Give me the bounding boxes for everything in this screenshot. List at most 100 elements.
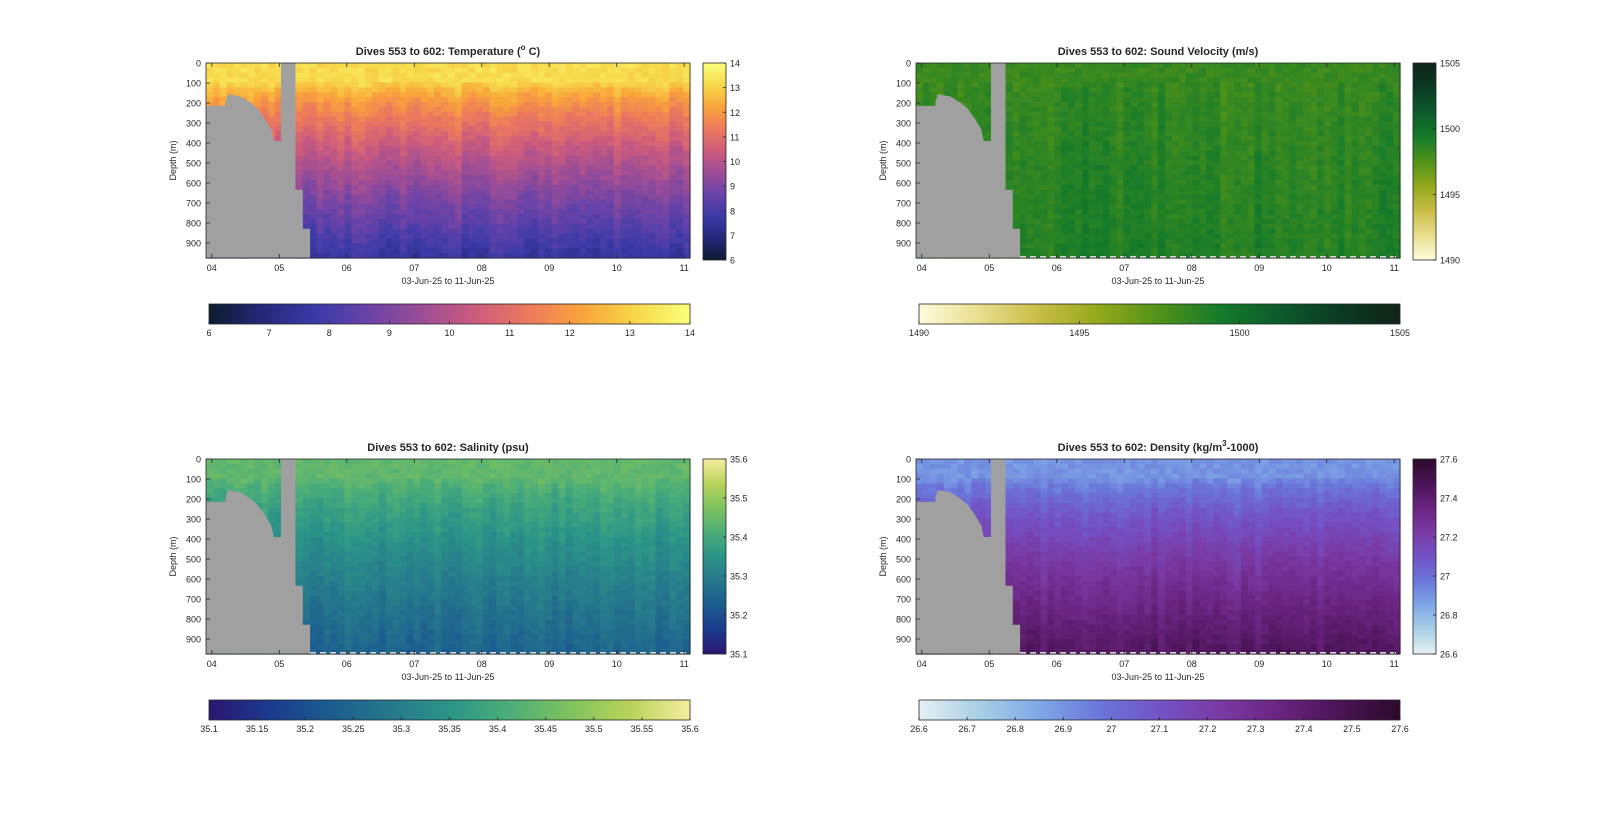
heatmap-cell <box>1164 111 1173 118</box>
heatmap-cell <box>358 136 366 142</box>
heatmap-cell <box>1261 243 1270 249</box>
heatmap-cell <box>1185 121 1194 127</box>
heatmap-cell <box>316 63 325 69</box>
heatmap-cell <box>1261 248 1270 254</box>
y-tick-label: 300 <box>186 119 201 129</box>
heatmap-cell <box>634 194 643 201</box>
heatmap-cell <box>371 141 380 147</box>
heatmap-cell <box>572 82 580 88</box>
heatmap-cell <box>676 194 684 201</box>
heatmap-cell <box>468 97 477 103</box>
heatmap-cell <box>524 92 532 98</box>
heatmap-cell <box>212 82 221 88</box>
heatmap-cell <box>641 72 650 79</box>
heatmap-cell <box>1040 145 1048 152</box>
y-tick-label: 900 <box>186 239 201 249</box>
heatmap-cell <box>482 136 491 142</box>
heatmap-cell <box>371 63 380 69</box>
heatmap-cell <box>634 131 643 137</box>
heatmap-cell <box>392 180 401 186</box>
heatmap-cell <box>330 92 338 98</box>
heatmap-cell <box>1178 184 1187 191</box>
y-tick-label: 800 <box>186 219 201 229</box>
heatmap-cell <box>648 87 657 93</box>
heatmap-cell <box>358 102 366 108</box>
heatmap-cell <box>1123 150 1131 157</box>
heatmap-cell <box>1130 184 1138 191</box>
heatmap-cell <box>537 97 546 103</box>
heatmap-cell <box>641 92 650 98</box>
heatmap-cell <box>627 106 636 113</box>
heatmap-cell <box>448 233 456 240</box>
heatmap-cell <box>1137 214 1145 220</box>
heatmap-cell <box>1151 175 1159 181</box>
heatmap-cell <box>593 170 601 176</box>
heatmap-cell <box>358 72 366 79</box>
heatmap-cell <box>558 170 567 176</box>
heatmap-cell <box>1199 253 1207 259</box>
heatmap-cell <box>1088 92 1097 98</box>
heatmap-cell <box>1171 165 1180 171</box>
heatmap-cell <box>302 63 311 69</box>
heatmap-cell <box>475 180 484 186</box>
heatmap-cell <box>351 67 359 74</box>
heatmap-cell <box>971 97 979 103</box>
heatmap-cell <box>565 111 574 118</box>
heatmap-cell <box>627 116 636 123</box>
heatmap-cell <box>950 87 959 93</box>
heatmap-cell <box>1005 111 1014 118</box>
heatmap-cell <box>309 199 318 205</box>
heatmap-cell <box>510 136 518 142</box>
heatmap-cell <box>1220 184 1228 191</box>
heatmap-cell <box>1019 155 1028 162</box>
heatmap-cell <box>572 180 580 186</box>
heatmap-cell <box>1012 145 1021 152</box>
heatmap-cell <box>579 145 587 152</box>
heatmap-cell <box>1012 189 1021 196</box>
heatmap-cell <box>316 165 325 171</box>
heatmap-cell <box>344 165 352 171</box>
heatmap-cell <box>1144 67 1152 74</box>
heatmap-cell <box>475 126 484 132</box>
heatmap-cell <box>295 150 304 157</box>
heatmap-cell <box>420 204 428 210</box>
heatmap-cell <box>648 72 657 79</box>
heatmap-cell <box>1137 106 1145 113</box>
heatmap-cell <box>662 253 670 259</box>
heatmap-cell <box>530 67 539 74</box>
heatmap-cell <box>448 92 456 98</box>
heatmap-cell <box>316 111 325 118</box>
heatmap-cell <box>1254 238 1263 244</box>
heatmap-cell <box>378 106 387 113</box>
heatmap-cell <box>448 214 456 220</box>
heatmap-cell <box>600 223 608 230</box>
heatmap-cell <box>593 248 601 254</box>
heatmap-cell <box>551 214 560 220</box>
heatmap-cell <box>358 111 366 118</box>
heatmap-cell <box>1095 248 1104 254</box>
heatmap-cell <box>420 126 428 132</box>
heatmap-cell <box>1047 209 1055 215</box>
heatmap-cell <box>1247 131 1256 137</box>
heatmap-cell <box>1040 102 1048 108</box>
heatmap-cell <box>669 180 677 186</box>
heatmap-cell <box>565 87 574 93</box>
heatmap-cell <box>558 82 567 88</box>
heatmap-cell <box>662 243 670 249</box>
heatmap-cell <box>1151 223 1159 230</box>
heatmap-cell <box>482 199 491 205</box>
heatmap-cell <box>593 136 601 142</box>
heatmap-cell <box>420 92 428 98</box>
heatmap-cell <box>537 165 546 171</box>
heatmap-cell <box>233 63 242 69</box>
heatmap-cell <box>371 131 380 137</box>
heatmap-cell <box>413 228 421 235</box>
heatmap-cell <box>1199 136 1207 142</box>
heatmap-cell <box>1164 165 1173 171</box>
heatmap-cell <box>1268 77 1277 84</box>
heatmap-cell <box>586 92 594 98</box>
heatmap-cell <box>468 106 477 113</box>
heatmap-cell <box>1047 87 1055 93</box>
heatmap-cell <box>427 131 435 137</box>
heatmap-cell <box>420 106 428 113</box>
